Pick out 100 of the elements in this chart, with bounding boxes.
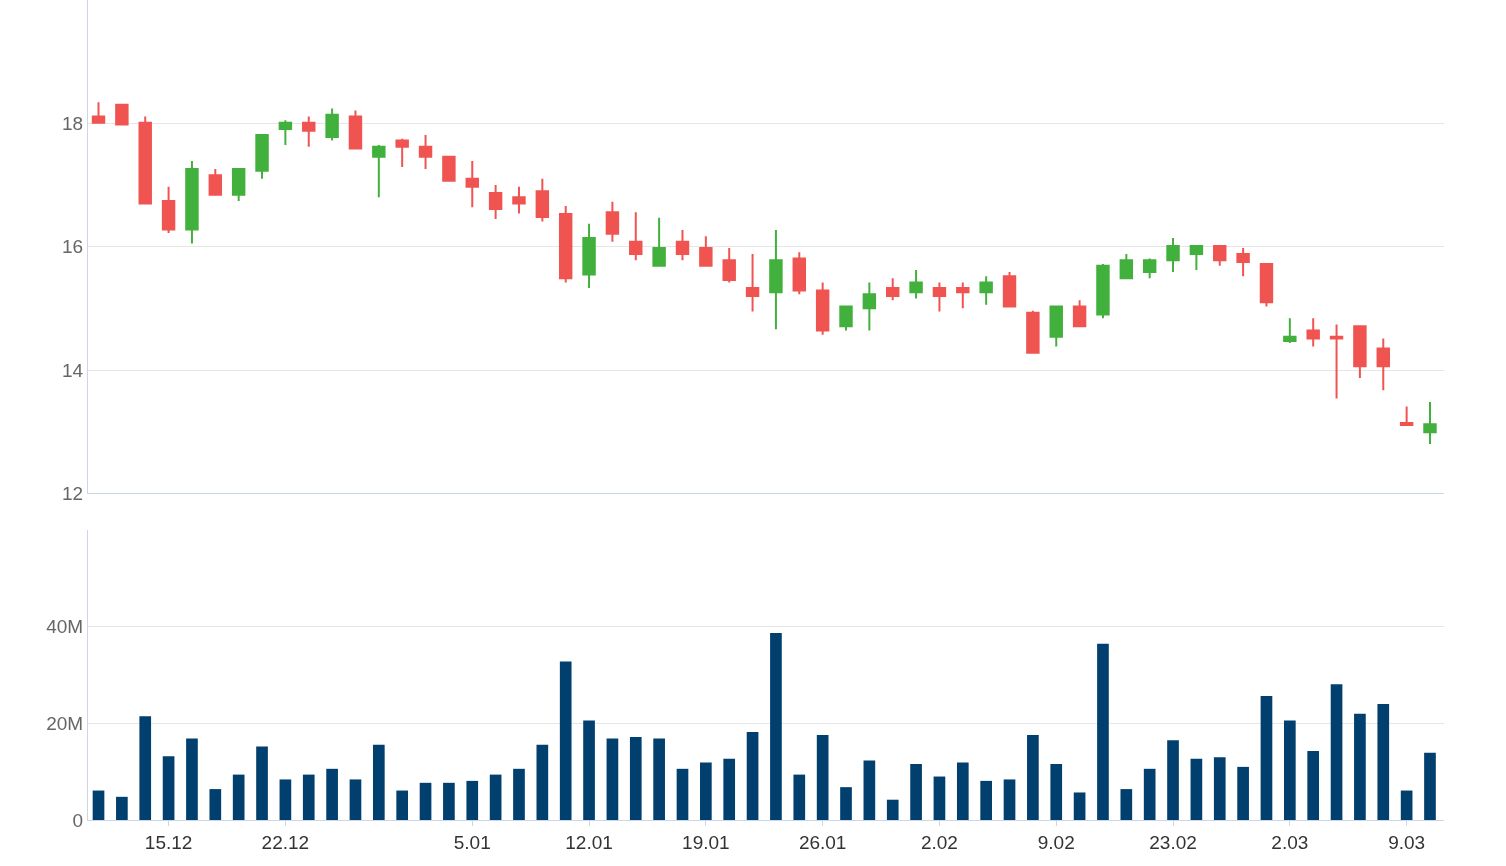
candlestick (979, 275, 993, 306)
y-tick-label: 16 (62, 236, 84, 258)
candlestick (1236, 246, 1250, 278)
candlestick (325, 107, 339, 142)
y-tick-label: 20M (46, 713, 84, 735)
candlestick (769, 229, 783, 331)
bar (536, 744, 549, 820)
bar (793, 774, 806, 820)
candlestick (1329, 323, 1344, 400)
bar (1283, 720, 1296, 820)
candlestick (418, 134, 433, 170)
bar (956, 762, 969, 820)
bar (1213, 757, 1226, 820)
candlestick (629, 211, 643, 262)
x-tick-label: 2.03 (1271, 831, 1309, 853)
bar (840, 787, 852, 820)
bar (1330, 684, 1343, 820)
bar (279, 779, 292, 820)
candlestick (231, 167, 246, 203)
x-tick-label: 26.01 (798, 831, 847, 853)
bar (326, 768, 338, 820)
bar (232, 774, 245, 820)
bar (723, 758, 736, 820)
candlestick (278, 119, 293, 146)
bar (1050, 763, 1063, 820)
y-tick-label: 18 (62, 112, 84, 134)
bar (209, 789, 222, 820)
candlestick (839, 305, 853, 332)
candlestick (348, 109, 363, 150)
x-tick-label: 22.12 (261, 831, 310, 853)
bar (302, 774, 315, 820)
candlestick (1189, 245, 1204, 272)
bar (92, 790, 105, 820)
bar (700, 762, 712, 820)
candlestick (1353, 325, 1367, 380)
candlestick (1399, 405, 1414, 426)
y-tick-label: 14 (62, 359, 84, 381)
candlestick (535, 177, 550, 223)
y-tick-label: 40M (46, 616, 84, 638)
candlestick (675, 229, 690, 262)
bar (139, 716, 152, 820)
candlestick (745, 253, 760, 313)
candlestick (185, 159, 199, 245)
bar (910, 763, 922, 820)
candlestick (605, 200, 620, 243)
candlestick (1376, 337, 1390, 392)
candlestick (115, 103, 129, 126)
bar (980, 780, 992, 820)
candlestick (932, 281, 947, 313)
candlestick (1213, 245, 1227, 267)
bar (443, 782, 455, 820)
candlestick (1096, 262, 1110, 320)
x-tick-label: 15.12 (144, 831, 193, 853)
candlestick (1283, 317, 1297, 344)
bar (1143, 768, 1156, 820)
bar (816, 735, 829, 820)
candlestick (1119, 253, 1134, 280)
bar (886, 799, 899, 820)
bar (653, 738, 665, 820)
bar (676, 768, 689, 820)
bar (1190, 758, 1203, 820)
candlestick (558, 204, 573, 284)
bar (419, 782, 432, 820)
candlestick (512, 185, 526, 215)
bar (629, 736, 642, 820)
candlestick (909, 269, 923, 300)
bar (162, 756, 175, 820)
bar (559, 661, 572, 820)
bar (1073, 792, 1086, 820)
candlestick (255, 134, 269, 180)
bar (863, 760, 876, 820)
candlestick (886, 277, 900, 302)
y-tick-label: 12 (62, 483, 84, 504)
candlestick (161, 185, 176, 235)
candlestick (815, 281, 830, 336)
candlestick (1306, 317, 1320, 348)
candlestick (395, 137, 409, 169)
y-tick-label: 0 (72, 809, 84, 831)
candlestick (1423, 401, 1437, 446)
bar (606, 738, 619, 820)
candlestick (582, 222, 596, 289)
bar (1027, 735, 1039, 820)
x-tick-label: 19.01 (682, 831, 730, 853)
x-tick-label: 2.02 (920, 831, 958, 853)
candlestick (722, 246, 736, 284)
x-tick-label: 9.03 (1388, 831, 1426, 853)
candlestick (699, 235, 713, 267)
bar (1377, 704, 1390, 820)
bar (489, 774, 502, 820)
x-tick-label: 9.02 (1037, 831, 1075, 853)
candlestick (1166, 237, 1180, 273)
candlestick (862, 281, 877, 332)
candlestick (488, 184, 503, 220)
bar (1260, 695, 1273, 820)
bar (186, 738, 198, 820)
candlestick (302, 115, 316, 148)
bar (770, 633, 782, 820)
candlestick (138, 115, 152, 205)
candlestick (792, 251, 807, 296)
bar (1400, 790, 1413, 820)
